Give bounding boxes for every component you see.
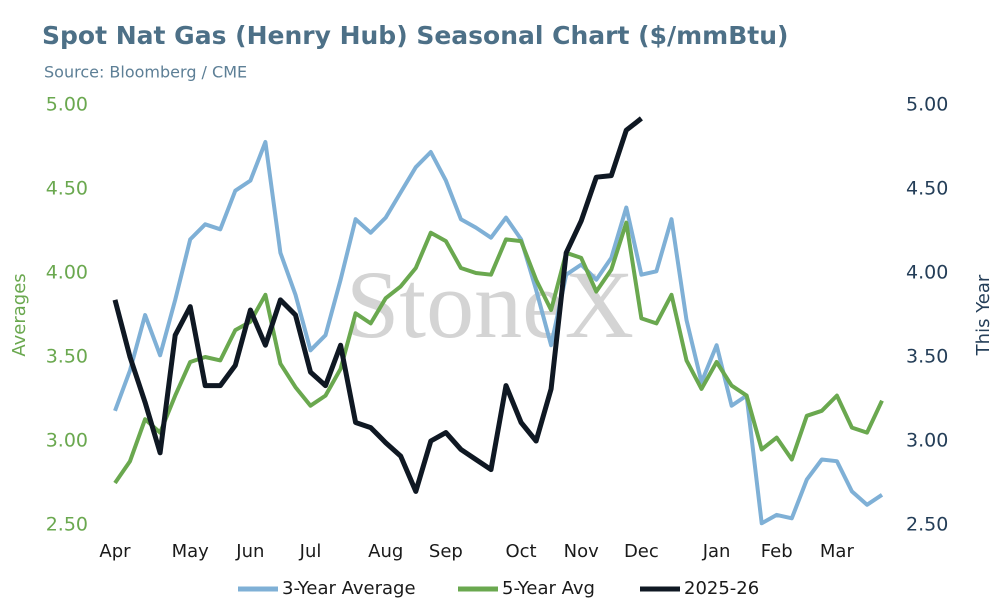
x-tick-label: Jun xyxy=(235,541,264,562)
y2-tick-label: 4.00 xyxy=(906,262,948,284)
legend-label: 3-Year Average xyxy=(282,578,416,599)
y2-tick-label: 3.50 xyxy=(906,346,948,368)
y-tick-label: 4.50 xyxy=(46,178,88,200)
y-tick-label: 3.50 xyxy=(46,346,88,368)
watermark: StoneX xyxy=(346,251,634,358)
x-tick-label: Mar xyxy=(820,541,855,562)
x-tick-label: Aug xyxy=(368,541,403,562)
legend-label: 2025-26 xyxy=(684,578,759,599)
x-tick-label: Apr xyxy=(99,541,131,562)
y-tick-label: 5.00 xyxy=(46,94,88,116)
x-tick-label: Oct xyxy=(505,541,536,562)
x-tick-label: Nov xyxy=(564,541,599,562)
y2-axis-label: This Year xyxy=(973,274,994,356)
y2-tick-label: 2.50 xyxy=(906,514,948,536)
chart-subtitle: Source: Bloomberg / CME xyxy=(44,63,247,82)
x-tick-label: Dec xyxy=(624,541,659,562)
x-tick-label: May xyxy=(172,541,210,562)
series-line xyxy=(113,140,884,526)
x-tick-label: Feb xyxy=(761,541,793,562)
y-tick-label: 3.00 xyxy=(46,430,88,452)
y2-tick-label: 5.00 xyxy=(906,94,948,116)
y2-tick-label: 4.50 xyxy=(906,178,948,200)
y-tick-label: 4.00 xyxy=(46,262,88,284)
y-axis-label: Averages xyxy=(9,273,30,356)
chart-title: Spot Nat Gas (Henry Hub) Seasonal Chart … xyxy=(42,21,788,50)
x-tick-label: Sep xyxy=(429,541,463,562)
series-line xyxy=(112,116,643,494)
y2-tick-label: 3.00 xyxy=(906,430,948,452)
x-tick-label: Jul xyxy=(299,541,322,562)
x-tick-label: Jan xyxy=(702,541,731,562)
legend-label: 5-Year Avg xyxy=(502,578,595,599)
series-line xyxy=(113,220,884,485)
y-tick-label: 2.50 xyxy=(46,514,88,536)
